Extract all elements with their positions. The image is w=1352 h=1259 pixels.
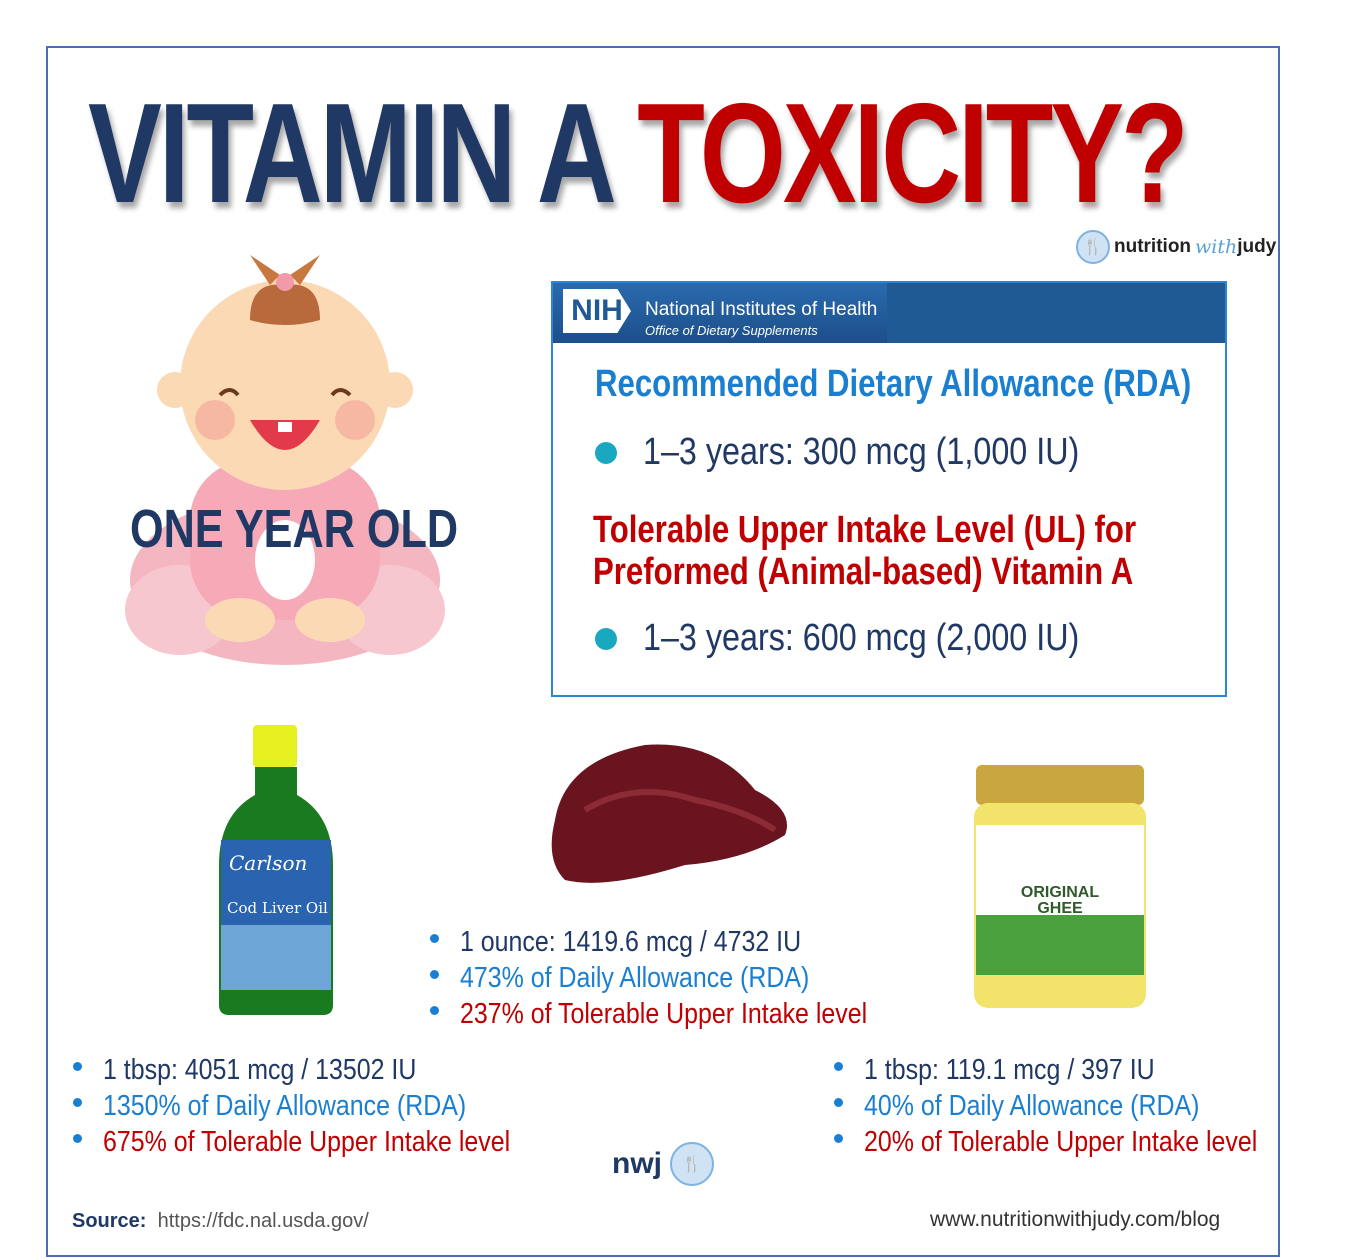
cod-liver-oil-facts: 1 tbsp: 4051 mcg / 13502 IU 1350% of Dai…	[73, 1054, 576, 1162]
svg-text:Carlson: Carlson	[229, 851, 307, 875]
source-note: Source: https://fdc.nal.usda.gov/	[72, 1210, 369, 1232]
bullet-icon	[595, 441, 617, 464]
baby-illustration	[125, 255, 445, 665]
list-item: 1350% of Daily Allowance (RDA)	[73, 1090, 576, 1126]
nwj-logo: nwj 🍴	[612, 1142, 714, 1186]
list-item: 20% of Tolerable Upper Intake level	[834, 1126, 1321, 1162]
rda-heading: Recommended Dietary Allowance (RDA)	[595, 363, 1192, 405]
nih-info-box: NIH National Institutes of Health Office…	[551, 281, 1227, 697]
list-item: 1 tbsp: 4051 mcg / 13502 IU	[73, 1054, 576, 1090]
list-item: 473% of Daily Allowance (RDA)	[430, 962, 933, 998]
cod-liver-oil-bottle-image: Carlson Cod Liver Oil	[219, 725, 333, 1015]
list-item: 675% of Tolerable Upper Intake level	[73, 1126, 576, 1162]
svg-text:Cod Liver Oil: Cod Liver Oil	[227, 899, 328, 917]
age-label: ONE YEAR OLD	[130, 499, 459, 559]
brand-logo: 🍴 nutrition with judy	[1076, 230, 1276, 264]
liver-image	[551, 744, 787, 883]
fork-knife-icon: 🍴	[1076, 230, 1110, 264]
list-item: 237% of Tolerable Upper Intake level	[430, 998, 933, 1034]
nih-logo: NIH	[563, 289, 631, 333]
ghee-jar-image: ORIGINAL GHEE	[974, 765, 1146, 1008]
ul-heading: Tolerable Upper Intake Level (UL) for Pre…	[593, 509, 1137, 593]
svg-text:GHEE: GHEE	[1037, 900, 1083, 917]
page-title: VITAMIN A TOXICITY?	[88, 74, 1189, 233]
ghee-facts: 1 tbsp: 119.1 mcg / 397 IU 40% of Daily …	[834, 1054, 1321, 1162]
ul-value: 1–3 years: 600 mcg (2,000 IU)	[595, 617, 1156, 660]
svg-text:ORIGINAL: ORIGINAL	[1021, 884, 1099, 901]
source-link[interactable]: https://fdc.nal.usda.gov/	[157, 1210, 369, 1232]
list-item: 1 ounce: 1419.6 mcg / 4732 IU	[430, 926, 933, 962]
rda-value: 1–3 years: 300 mcg (1,000 IU)	[595, 431, 1156, 474]
infographic-frame	[46, 46, 1280, 1257]
fork-knife-icon: 🍴	[670, 1142, 714, 1186]
bullet-icon	[595, 627, 617, 650]
nih-header: NIH National Institutes of Health Office…	[553, 283, 1225, 343]
liver-facts: 1 ounce: 1419.6 mcg / 4732 IU 473% of Da…	[430, 926, 933, 1034]
list-item: 40% of Daily Allowance (RDA)	[834, 1090, 1321, 1126]
website-link[interactable]: www.nutritionwithjudy.com/blog	[930, 1208, 1221, 1231]
list-item: 1 tbsp: 119.1 mcg / 397 IU	[834, 1054, 1321, 1090]
